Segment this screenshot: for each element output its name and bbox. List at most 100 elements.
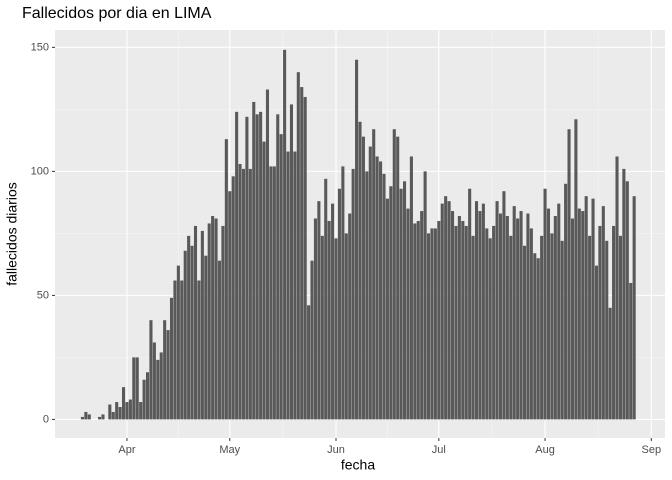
- bar: [409, 156, 413, 420]
- bar: [173, 280, 177, 420]
- bar: [478, 211, 482, 420]
- bar: [156, 359, 160, 420]
- bar: [618, 235, 622, 420]
- bar: [502, 191, 506, 420]
- bar: [132, 357, 136, 420]
- bar: [516, 218, 520, 420]
- bar: [584, 196, 588, 420]
- bar: [447, 201, 451, 420]
- bar: [324, 178, 328, 420]
- bar: [426, 233, 431, 420]
- y-tick-label: 0: [43, 413, 49, 425]
- bar: [625, 181, 629, 420]
- bar: [221, 225, 225, 420]
- bar: [557, 203, 561, 420]
- bar: [471, 235, 475, 420]
- bar: [145, 372, 150, 420]
- bar: [550, 233, 554, 420]
- y-tick-label: 100: [31, 165, 49, 177]
- bar: [303, 96, 307, 420]
- bar: [125, 402, 129, 420]
- bar: [241, 168, 246, 420]
- bar: [193, 225, 198, 420]
- bar: [461, 220, 465, 420]
- bar: [255, 114, 259, 420]
- x-tick-label: Sep: [642, 444, 662, 456]
- bar: [307, 305, 311, 420]
- bar: [392, 129, 396, 420]
- y-axis-label: fallecidos diarios: [4, 182, 20, 286]
- bar: [454, 225, 458, 420]
- bar: [581, 211, 585, 420]
- bar: [300, 87, 304, 420]
- bar: [286, 151, 290, 420]
- bar: [375, 156, 379, 420]
- bar: [245, 116, 249, 420]
- bar: [509, 235, 513, 420]
- bar: [115, 402, 119, 420]
- bar: [512, 206, 516, 420]
- bar: [217, 260, 222, 420]
- x-tick-label: Apr: [118, 444, 135, 456]
- bar: [385, 198, 389, 420]
- bar: [169, 297, 174, 420]
- bar: [180, 280, 184, 420]
- bar: [224, 139, 228, 420]
- bar: [540, 235, 544, 420]
- bar: [262, 141, 266, 420]
- bar: [214, 218, 218, 420]
- bar: [368, 146, 372, 420]
- bar: [474, 201, 479, 420]
- bar: [519, 211, 523, 420]
- bar: [111, 411, 115, 420]
- bar: [399, 188, 403, 420]
- bar: [560, 240, 564, 420]
- bar: [522, 245, 527, 420]
- bar: [166, 330, 170, 420]
- bar: [320, 235, 324, 420]
- bar: [293, 151, 297, 420]
- bar: [492, 225, 496, 420]
- bar: [289, 104, 294, 420]
- bar: [80, 416, 84, 420]
- bar: [327, 220, 331, 420]
- bar: [564, 183, 568, 420]
- x-axis-label: fecha: [341, 457, 375, 473]
- bar: [142, 379, 146, 420]
- bar: [159, 352, 163, 420]
- bar: [601, 206, 605, 420]
- bar: [406, 208, 410, 420]
- bar: [108, 404, 112, 420]
- bar: [331, 203, 335, 420]
- bar: [372, 129, 376, 420]
- bar: [259, 111, 263, 420]
- bar: [341, 166, 345, 420]
- bar: [272, 166, 276, 420]
- bar: [608, 307, 612, 420]
- bar: [396, 136, 400, 420]
- bar: [440, 203, 444, 420]
- bar: [629, 282, 633, 420]
- bar: [379, 161, 383, 420]
- bar: [344, 233, 348, 420]
- bar: [464, 225, 468, 420]
- bar: [238, 163, 242, 420]
- bar: [279, 134, 283, 420]
- bar: [533, 253, 537, 420]
- bar: [358, 121, 362, 420]
- bar: [317, 201, 321, 420]
- bar: [622, 168, 626, 420]
- bar: [149, 320, 153, 420]
- bar: [152, 342, 156, 420]
- bar: [433, 228, 437, 420]
- bar: [526, 213, 530, 420]
- bar: [615, 156, 619, 420]
- bar: [591, 198, 595, 420]
- y-tick-label: 50: [37, 289, 49, 301]
- bar: [118, 406, 122, 420]
- bar: [176, 265, 180, 420]
- bar: [235, 111, 239, 420]
- bar: [351, 168, 355, 420]
